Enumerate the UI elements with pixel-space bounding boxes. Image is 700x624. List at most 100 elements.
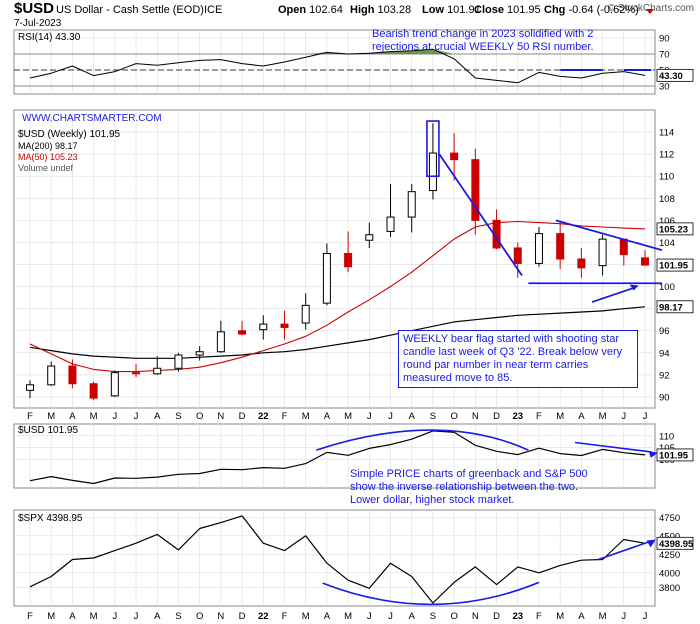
price-ytick: 110 bbox=[659, 172, 674, 183]
price-ytick: 104 bbox=[659, 238, 675, 249]
month-label: D bbox=[239, 411, 246, 422]
arrow-head-icon bbox=[646, 539, 656, 548]
rsi-ytick: 30 bbox=[659, 82, 670, 93]
candle-body bbox=[26, 384, 34, 391]
rsi-last-value: 43.30 bbox=[659, 71, 683, 82]
month-label: J bbox=[134, 611, 139, 622]
month-label: J bbox=[643, 611, 648, 622]
date-label: 7-Jul-2023 bbox=[14, 18, 62, 29]
month-label: A bbox=[154, 411, 161, 422]
month-label: 22 bbox=[258, 611, 269, 622]
price-frame bbox=[13, 109, 656, 409]
bear-flag-annotation: WEEKLY bear flag started with shooting s… bbox=[398, 330, 638, 388]
price-value-label-0: 105.23 bbox=[659, 224, 688, 235]
candle-body bbox=[280, 323, 289, 328]
chart-header: $USD US Dollar - Cash Settle (EOD) ICE 7… bbox=[14, 0, 694, 29]
price-ytick: 96 bbox=[659, 326, 670, 337]
month-label: A bbox=[69, 411, 76, 422]
month-label: 23 bbox=[512, 611, 523, 622]
rsi-ytick: 70 bbox=[659, 50, 670, 61]
candle-body bbox=[386, 216, 395, 232]
month-label: O bbox=[196, 611, 203, 622]
candle-body bbox=[195, 351, 204, 356]
rsi-frame bbox=[13, 29, 656, 95]
month-label: F bbox=[536, 411, 542, 422]
candle-body bbox=[238, 330, 247, 335]
month-label: J bbox=[134, 411, 139, 422]
month-label: M bbox=[599, 411, 607, 422]
candle-body bbox=[365, 234, 374, 241]
volume-legend: Volume undef bbox=[18, 163, 74, 173]
candle-body bbox=[450, 152, 459, 161]
price-ytick: 90 bbox=[659, 392, 670, 403]
price-value-label-2-box bbox=[656, 300, 694, 314]
month-label: J bbox=[621, 611, 626, 622]
candle-body bbox=[89, 383, 98, 399]
month-label: A bbox=[324, 611, 331, 622]
candle-body bbox=[641, 257, 649, 266]
price-ytick: 92 bbox=[659, 370, 670, 381]
ma50-legend: MA(50) 105.23 bbox=[18, 152, 78, 162]
price-ytick: 114 bbox=[659, 128, 674, 139]
month-label: A bbox=[324, 411, 331, 422]
candle-body bbox=[471, 159, 480, 221]
month-label: A bbox=[409, 411, 416, 422]
price-ytick: 100 bbox=[659, 282, 675, 293]
month-label: F bbox=[27, 611, 33, 622]
usd-ytick: 110 bbox=[659, 431, 674, 442]
month-label: O bbox=[196, 411, 203, 422]
spx-bottom-arc bbox=[322, 581, 540, 606]
rsi-title: RSI(14) 43.30 bbox=[18, 32, 81, 43]
month-label: J bbox=[112, 611, 117, 622]
month-label: D bbox=[493, 611, 500, 622]
month-label: 22 bbox=[258, 411, 269, 422]
price-panel: 9092949698100102104106108110112114105.23… bbox=[13, 109, 694, 409]
month-label: N bbox=[472, 411, 479, 422]
relation-annotation: Simple PRICE charts of greenback and S&P… bbox=[350, 468, 588, 506]
ma200-legend: MA(200) 98.17 bbox=[18, 141, 78, 151]
candle-body bbox=[301, 304, 310, 324]
candle-body bbox=[47, 365, 56, 386]
month-label: F bbox=[536, 611, 542, 622]
month-label: D bbox=[239, 611, 246, 622]
price-ytick: 112 bbox=[659, 150, 674, 161]
ohlc-close: Close 101.95 bbox=[474, 4, 541, 16]
candle-body bbox=[513, 247, 522, 264]
month-label: A bbox=[578, 411, 585, 422]
arrow-head-icon bbox=[648, 450, 658, 458]
month-label: M bbox=[556, 411, 564, 422]
month-label: J bbox=[112, 411, 117, 422]
rsi-line bbox=[29, 48, 646, 84]
ohlc-open: Open 102.64 bbox=[278, 4, 343, 16]
month-label: M bbox=[47, 411, 55, 422]
spx-ytick: 4000 bbox=[659, 568, 680, 579]
price-month-axis: F M A M J J A S O N D 22 F M A M J J A S O N D 23 F M A M J J bbox=[27, 411, 648, 422]
rsi-annotation: Bearish trend change in 2023 solidified … bbox=[372, 28, 594, 53]
ma200-line bbox=[29, 306, 646, 359]
month-label: F bbox=[27, 411, 33, 422]
candle-body bbox=[110, 372, 119, 397]
price-ytick: 106 bbox=[659, 216, 675, 227]
instrument-name: US Dollar - Cash Settle (EOD) bbox=[56, 4, 204, 16]
ohlc-chg: Chg -0.64 (-0.62%) bbox=[544, 4, 639, 16]
candle-body bbox=[619, 238, 628, 256]
candle-body bbox=[598, 238, 607, 267]
candle-body bbox=[68, 365, 77, 385]
price-value-label-1-box bbox=[656, 258, 694, 272]
spx-last-value-box bbox=[656, 536, 694, 550]
month-label: F bbox=[282, 611, 288, 622]
spx-panel: 3800 4000 4250 4500 4750 4398.95 bbox=[13, 509, 694, 607]
month-label: M bbox=[302, 411, 310, 422]
usd-trend-arrow bbox=[574, 441, 652, 453]
month-label: N bbox=[217, 411, 224, 422]
rsi-last-value-box bbox=[656, 68, 694, 82]
ohlc-high: High 103.28 bbox=[350, 4, 411, 16]
candle-body bbox=[216, 331, 225, 353]
spx-ytick: 4500 bbox=[659, 531, 680, 542]
month-label: J bbox=[388, 411, 393, 422]
down-arrow-icon bbox=[646, 9, 654, 14]
downtrend-line bbox=[438, 153, 523, 277]
usd-line bbox=[29, 430, 646, 485]
month-label: M bbox=[344, 411, 352, 422]
price-ytick: 108 bbox=[659, 194, 675, 205]
